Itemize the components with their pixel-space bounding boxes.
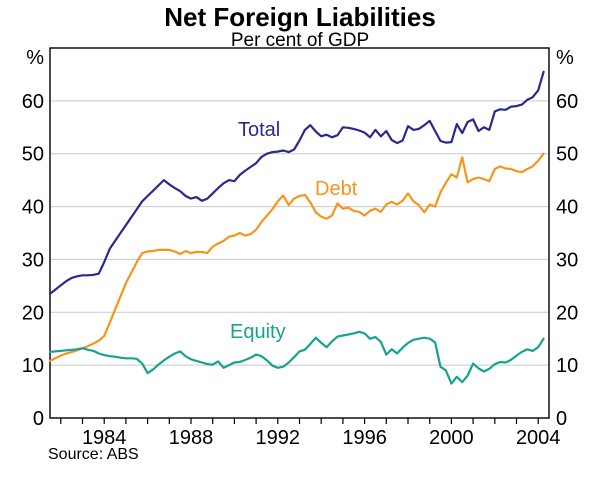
y-axis-label-right: 30 [556, 249, 578, 271]
y-axis-unit-left: % [26, 47, 44, 69]
y-axis-label-right: 60 [556, 91, 578, 113]
y-axis-label-left: 20 [22, 302, 44, 324]
y-axis-label-left: 10 [22, 355, 44, 377]
y-axis-label-right: 20 [556, 302, 578, 324]
y-axis-label-left: 0 [33, 408, 44, 430]
series-line-total [48, 70, 545, 295]
y-axis-label-left: 50 [22, 144, 44, 166]
y-axis-label-left: 30 [22, 249, 44, 271]
y-axis-label-right: 10 [556, 355, 578, 377]
series-label-equity: Equity [230, 321, 286, 343]
x-axis-label: 1984 [82, 427, 127, 449]
y-axis-label-left: 60 [22, 91, 44, 113]
x-axis-label: 1988 [169, 427, 214, 449]
chart-subtitle: Per cent of GDP [230, 30, 370, 51]
plot-frame [49, 47, 550, 419]
x-axis-label: 2000 [429, 427, 474, 449]
y-axis-unit-right: % [556, 47, 574, 69]
source-note: Source: ABS [48, 446, 139, 463]
y-axis-label-left: 40 [22, 197, 44, 219]
y-axis-label-right: 50 [556, 144, 578, 166]
y-axis-label-right: 40 [556, 197, 578, 219]
series-label-debt: Debt [315, 178, 358, 200]
x-axis-label: 2004 [516, 427, 561, 449]
series-line-equity [48, 330, 545, 385]
x-axis-label: 1996 [342, 427, 387, 449]
x-axis-label: 1992 [256, 427, 301, 449]
chart-title: Net Foreign Liabilities [164, 2, 436, 32]
series-line-debt [48, 152, 545, 362]
y-axis-label-right: 0 [556, 408, 567, 430]
series-label-total: Total [238, 119, 281, 141]
